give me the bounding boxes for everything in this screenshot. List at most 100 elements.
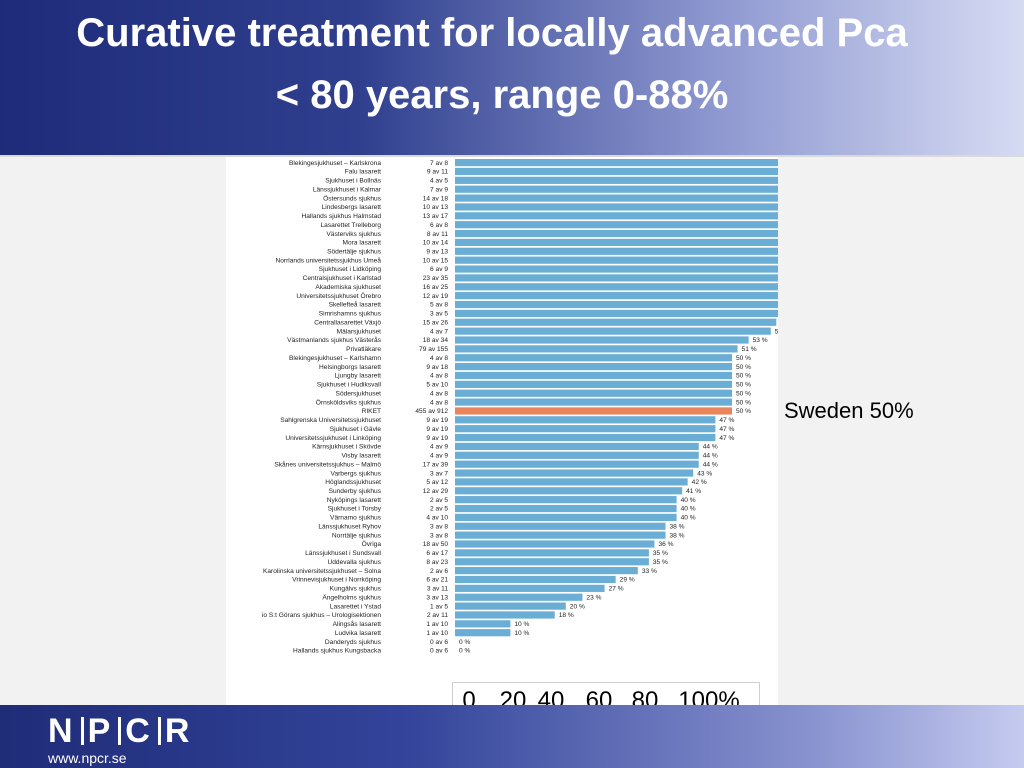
- category-label: Uddevalla sjukhus: [327, 559, 381, 566]
- count-label: 23 av 35: [423, 275, 449, 282]
- count-label: 0 av 6: [430, 648, 448, 655]
- category-label: Nyköpings lasarett: [327, 497, 381, 504]
- category-label: Ängelholms sjukhus: [322, 593, 381, 601]
- count-label: 4 av 8: [430, 355, 448, 362]
- bar: [455, 354, 732, 362]
- bar: [455, 451, 699, 459]
- value-label: 51 %: [742, 346, 757, 353]
- count-label: 14 av 18: [423, 195, 449, 202]
- count-label: 9 av 11: [427, 169, 448, 176]
- bar: [455, 593, 583, 601]
- count-label: 4 av 7: [430, 328, 448, 335]
- count-label: 1 av 5: [430, 603, 448, 610]
- bar: [455, 238, 778, 247]
- bar: [455, 167, 778, 176]
- value-label: 47 %: [719, 426, 734, 433]
- count-label: 6 av 17: [426, 550, 448, 557]
- bar: [455, 504, 677, 513]
- value-label: 36 %: [658, 541, 673, 548]
- bar: [455, 611, 555, 619]
- count-label: 2 av 5: [430, 506, 448, 513]
- category-label: Sjukhuset i Bollnäs: [325, 178, 381, 185]
- category-label: Karolinska universitetssjukhuset – Solna: [263, 568, 381, 575]
- bar: [455, 567, 638, 575]
- count-label: 8 av 23: [426, 559, 448, 566]
- count-label: 18 av 34: [423, 337, 449, 344]
- category-label: Östersunds sjukhus: [323, 194, 382, 202]
- count-label: 2 av 6: [430, 568, 448, 575]
- bar: [455, 212, 778, 220]
- category-label: Kungälvs sjukhus: [330, 586, 382, 593]
- category-label: Mälarsjukhuset: [337, 328, 382, 335]
- count-label: 3 av 5: [430, 311, 448, 318]
- count-label: 3 av 7: [430, 470, 448, 477]
- category-label: Länssjukhuset i Kalmar: [313, 186, 382, 193]
- count-label: 8 av 11: [427, 231, 448, 238]
- value-label: 40 %: [681, 515, 696, 522]
- bar: [455, 327, 771, 335]
- count-label: 4 av 8: [430, 373, 448, 380]
- category-label: Skånes universitetssjukhus – Malmö: [274, 460, 381, 468]
- bar: [455, 336, 749, 344]
- bar: [455, 522, 666, 530]
- value-label: 23 %: [586, 594, 601, 601]
- value-label: 33 %: [642, 568, 657, 575]
- bar: [455, 194, 778, 202]
- bar: [455, 309, 778, 317]
- value-label: 43 %: [697, 470, 712, 477]
- bar: [455, 496, 677, 504]
- category-label: Mora lasarett: [343, 240, 382, 247]
- value-label: 38 %: [670, 532, 685, 539]
- count-label: 10 av 15: [423, 257, 449, 264]
- bar: [455, 345, 738, 353]
- category-label: Höglandssjukhuset: [325, 479, 381, 486]
- value-label: 50 %: [736, 364, 751, 371]
- bar: [455, 292, 778, 300]
- count-label: 12 av 29: [423, 488, 449, 495]
- count-label: 1 av 10: [426, 630, 448, 637]
- bar: [455, 389, 732, 397]
- website-url: www.npcr.se: [48, 750, 127, 766]
- category-label: Blekingesjukhuset – Karlshamn: [289, 355, 381, 362]
- value-label: 50 %: [736, 399, 751, 406]
- bar: [455, 460, 699, 468]
- category-label: Övriga: [362, 540, 382, 548]
- value-label: 35 %: [653, 559, 668, 566]
- count-label: 6 av 21: [426, 577, 448, 584]
- bar: [455, 398, 732, 406]
- value-label: 27 %: [609, 586, 624, 593]
- category-label: Centralsjukhuset i Karlstad: [303, 275, 382, 282]
- slide-footer: [0, 705, 1024, 768]
- bar: [455, 540, 655, 548]
- bar: [455, 247, 778, 255]
- count-label: 10 av 13: [423, 204, 449, 211]
- category-label: Falu lasarett: [345, 169, 381, 176]
- count-label: 10 av 14: [423, 240, 449, 247]
- value-label: 50 %: [736, 390, 751, 397]
- category-label: Hallands sjukhus Kungsbacka: [293, 648, 381, 655]
- category-label: io S:t Görans sjukhus – Urologisektionen: [262, 612, 381, 619]
- category-label: Kärnsjukhuset i Skövde: [312, 444, 381, 451]
- bar: [455, 469, 694, 477]
- count-label: 6 av 8: [430, 222, 448, 229]
- category-label: Länssjukhuset Ryhov: [318, 523, 381, 530]
- category-label: Södersjukhuset: [336, 390, 382, 397]
- category-label: Danderyds sjukhus: [325, 639, 382, 646]
- bar: [455, 176, 778, 184]
- value-label: 35 %: [653, 550, 668, 557]
- count-label: 2 av 5: [430, 497, 448, 504]
- bar: [455, 575, 616, 584]
- bar: [455, 442, 699, 451]
- category-label: Blekingesjukhuset – Karlskrona: [289, 160, 381, 167]
- logo-letter: C: [125, 712, 154, 750]
- category-label: Helsingborgs lasarett: [319, 364, 381, 371]
- slide-title-line-1: Curative treatment for locally advanced …: [76, 11, 908, 55]
- category-label: Norrlands universitetssjukhus Umeå: [275, 256, 381, 264]
- bar: [455, 584, 605, 592]
- count-label: 5 av 12: [426, 479, 448, 486]
- bar: [455, 318, 777, 326]
- bar: [455, 363, 732, 371]
